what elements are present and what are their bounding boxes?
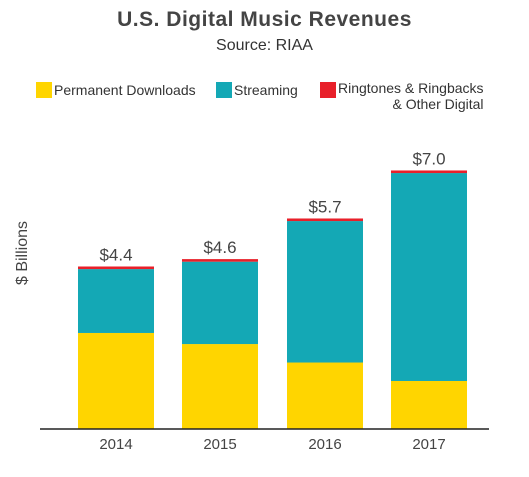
bar-permanent-downloads-2015 [182, 344, 258, 429]
bar-ringtones-2017 [391, 170, 467, 174]
legend-label-streaming: Streaming [234, 82, 298, 98]
total-label-2015: $4.6 [203, 238, 236, 257]
bar-streaming-2016 [287, 221, 363, 363]
legend-label-ringtones: Ringtones & Ringbacks & Other Digital [338, 80, 484, 112]
x-tick-label-2017: 2017 [412, 436, 445, 453]
bar-ringtones-2014 [78, 266, 154, 270]
total-label-2014: $4.4 [99, 245, 132, 264]
total-label-2016: $5.7 [308, 197, 341, 216]
x-tick-label-2014: 2014 [99, 436, 132, 453]
x-tick-label-2016: 2016 [308, 436, 341, 453]
bar-ringtones-2016 [287, 218, 363, 222]
x-tick-label-2015: 2015 [203, 436, 236, 453]
chart-subtitle: Source: RIAA [216, 37, 313, 54]
legend-swatch-streaming [216, 82, 232, 98]
y-axis-label: $ Billions [14, 221, 31, 285]
bar-permanent-downloads-2014 [78, 332, 154, 429]
legend-swatch-permanent-downloads [36, 82, 52, 98]
bar-permanent-downloads-2017 [391, 380, 467, 429]
bar-permanent-downloads-2016 [287, 362, 363, 429]
bar-ringtones-2015 [182, 259, 258, 262]
legend-swatch-ringtones [320, 82, 336, 98]
legend: Permanent Downloads Streaming Ringtones … [0, 76, 529, 116]
chart-title: U.S. Digital Music Revenues [117, 8, 412, 31]
bar-streaming-2015 [182, 261, 258, 345]
total-label-2017: $7.0 [412, 149, 445, 168]
bar-streaming-2017 [391, 173, 467, 381]
bar-streaming-2014 [78, 269, 154, 333]
legend-label-permanent-downloads: Permanent Downloads [54, 82, 196, 98]
